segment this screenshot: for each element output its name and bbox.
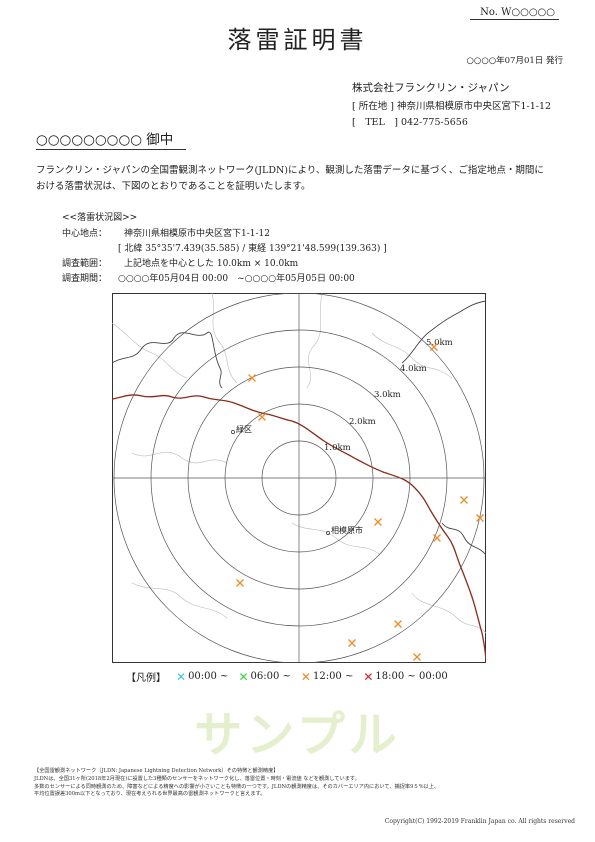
footnote-line: 平均位置誤差300m以下となっており、現在考えられる世界最高の雷観測ネットワーク…	[34, 791, 266, 798]
legend-label: 18:00 ~ 00:00	[375, 671, 448, 682]
lightning-map: 1.0km 2.0km 3.0km 4.0km 5.0km 緑区 相模原市	[111, 292, 487, 667]
range-value: 上記地点を中心とした 10.0km × 10.0km	[124, 259, 299, 269]
range-label: 調査範囲：	[62, 259, 108, 269]
addressee: ○○○○○○○○○ 御中	[36, 128, 186, 150]
lightning-strike-marker	[248, 374, 256, 382]
legend-label: 00:00 ~	[188, 671, 229, 682]
center-value: 神奈川県相模原市中央区宮下1-1-12	[124, 229, 270, 239]
lightning-strike-marker	[413, 653, 421, 661]
legend-cross-icon: ✕	[300, 669, 311, 684]
company-address: [ 所在地 ] 神奈川県相模原市中央区宮下1-1-12	[352, 101, 552, 112]
lightning-strike-marker	[433, 534, 441, 542]
legend-cross-icon: ✕	[238, 669, 249, 684]
legend-cross-icon: ✕	[363, 669, 374, 684]
lightning-strike-marker	[374, 518, 382, 526]
ring-label-5km: 5.0km	[426, 338, 453, 348]
place-label-sagamihara: 相模原市	[331, 525, 363, 535]
lightning-strike-marker	[348, 639, 356, 647]
map-svg: 1.0km 2.0km 3.0km 4.0km 5.0km 緑区 相模原市	[111, 292, 487, 664]
ring-label-1km: 1.0km	[324, 443, 351, 453]
footnote-line: 【全国雷観測ネットワーク（JLDN: Japanese Lightning De…	[34, 768, 279, 774]
terrain-lines	[111, 292, 487, 634]
page-title: 落雷証明書	[227, 26, 368, 54]
legend-item-0000: ✕ 00:00 ~	[176, 670, 228, 684]
prefecture-boundary	[111, 394, 487, 664]
boundary-line	[441, 522, 487, 556]
place-label-midori: 緑区	[236, 424, 252, 434]
footnote-line: JLDNは、全国31ヶ所(2018年2月現在)に設置した3種類のセンサーをネット…	[34, 775, 360, 782]
lightning-strike-marker	[394, 620, 402, 628]
footnotes: 【全国雷観測ネットワーク（JLDN: Japanese Lightning De…	[34, 768, 564, 799]
lightning-strike-marker	[460, 496, 468, 504]
legend-item-1200: ✕ 12:00 ~	[301, 670, 353, 684]
lightning-strike-marker	[476, 514, 484, 522]
center-label: 中心地点：	[62, 229, 108, 239]
terrain-line	[111, 322, 188, 379]
lightning-strikes	[236, 343, 484, 661]
body-line-1: フランクリン・ジャパンの全国雷観測ネットワーク(JLDN)により、観測した落雷デ…	[36, 165, 544, 176]
ring-labels: 1.0km 2.0km 3.0km 4.0km 5.0km	[324, 338, 453, 453]
legend-item-0600: ✕ 06:00 ~	[238, 670, 290, 684]
period-value: ○○○○年05月04日 00:00 ~○○○○年05月05日 00:00	[118, 274, 355, 284]
terrain-line	[306, 292, 323, 389]
terrain-line	[411, 592, 487, 634]
sample-watermark: サンプル	[194, 707, 401, 763]
ring-label-2km: 2.0km	[349, 417, 376, 427]
center-coords: [ 北緯 35°35'7.439(35.585) / 東経 139°21'48.…	[118, 244, 387, 254]
lightning-strike-marker	[258, 413, 266, 421]
legend-item-1800: ✕ 18:00 ~ 00:00	[363, 670, 447, 684]
legend: 【凡例】 ✕ 00:00 ~ ✕ 06:00 ~ ✕ 12:00 ~ ✕ 18:…	[126, 669, 448, 685]
lightning-strike-marker	[236, 579, 244, 587]
issue-date: ○○○○年07月01日 発行	[466, 56, 563, 66]
body-line-2: おける落雷状況は、下図のとおりであることを証明いたします。	[36, 181, 311, 192]
lightning-strike-marker	[430, 343, 438, 351]
terrain-line	[131, 451, 228, 464]
terrain-line	[291, 522, 381, 556]
terrain-line	[211, 292, 238, 384]
terrain-line	[371, 332, 453, 379]
company-tel: [ TEL ] 042-775-5656	[352, 117, 468, 128]
copyright: Copyright(C) 1992-2019 Franklin Japan co…	[384, 818, 575, 825]
ring-label-4km: 4.0km	[400, 364, 427, 374]
legend-title: 【凡例】	[126, 673, 166, 684]
legend-label: 06:00 ~	[250, 671, 291, 682]
place-marker-midori	[231, 430, 235, 434]
terrain-line	[131, 582, 228, 619]
certificate-body: フランクリン・ジャパンの全国雷観測ネットワーク(JLDN)により、観測した落雷デ…	[36, 163, 566, 195]
section-title: <<落雷状況図>>	[62, 213, 138, 223]
boundary-lines	[111, 300, 487, 556]
company-name: 株式会社フランクリン・ジャパン	[352, 82, 510, 94]
period-label: 調査期間：	[62, 274, 108, 284]
legend-label: 12:00 ~	[312, 671, 354, 682]
boundary-line	[111, 331, 223, 389]
place-marker-sagamihara	[326, 531, 330, 535]
document-number: No. W○○○○○	[470, 7, 559, 20]
ring-label-3km: 3.0km	[374, 390, 401, 400]
legend-cross-icon: ✕	[176, 669, 187, 684]
footnote-line: 多数のセンサーによる同時観測のため、障害などによる精度への影響が小さいことも特徴…	[34, 783, 440, 790]
boundary-line	[401, 300, 487, 364]
